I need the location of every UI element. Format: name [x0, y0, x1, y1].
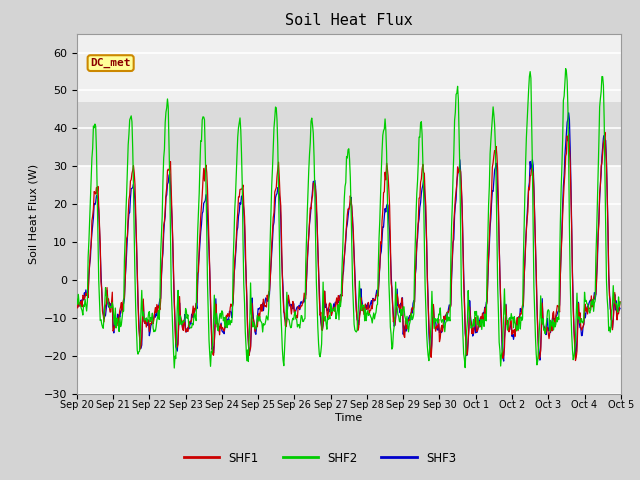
X-axis label: Time: Time — [335, 413, 362, 422]
Text: DC_met: DC_met — [90, 58, 131, 68]
Legend: SHF1, SHF2, SHF3: SHF1, SHF2, SHF3 — [179, 447, 461, 469]
Y-axis label: Soil Heat Flux (W): Soil Heat Flux (W) — [28, 164, 38, 264]
Title: Soil Heat Flux: Soil Heat Flux — [285, 13, 413, 28]
Bar — [77, 102, 621, 166]
